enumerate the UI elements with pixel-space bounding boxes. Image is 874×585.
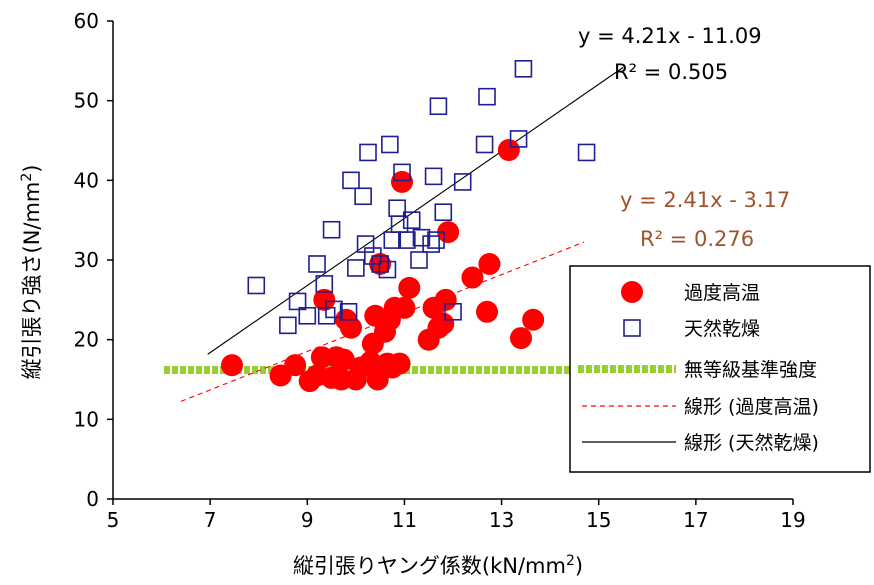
data-point-overheat (522, 308, 545, 331)
legend-label-trend-natural-dry: 線形 (天然乾燥) (684, 432, 819, 454)
data-point-overheat (437, 221, 460, 244)
data-point-overheat (393, 296, 416, 319)
x-tick-label: 13 (489, 508, 514, 532)
data-point-natural-dry (577, 143, 596, 162)
legend-item-overheat: 過度高温 (621, 281, 760, 304)
y-axis-title-close: ) (20, 164, 44, 172)
data-point-natural-dry (339, 302, 358, 321)
legend: 過度高温 天然乾燥 無等級基準強度 線形 (過度高温) 線形 (天然乾燥) (569, 265, 871, 473)
data-point-overheat (221, 354, 243, 377)
data-point-natural-dry (509, 130, 528, 148)
data-point-natural-dry (453, 173, 472, 191)
legend-item-trend-overheat: 線形 (過度高温) (582, 396, 819, 418)
y-tick-label: 0 (86, 487, 99, 511)
legend-label-reference: 無等級基準強度 (684, 359, 817, 381)
data-point-natural-dry (288, 292, 307, 311)
data-point-natural-dry (279, 316, 297, 335)
axes: 0 10 20 30 40 50 60 5 7 9 11 13 15 17 19 (74, 9, 806, 532)
data-point-natural-dry (478, 87, 496, 106)
data-point-natural-dry (378, 260, 397, 279)
data-point-natural-dry (427, 231, 445, 249)
data-point-natural-dry (412, 228, 431, 247)
data-point-overheat (313, 288, 336, 311)
data-point-natural-dry (383, 231, 402, 249)
data-point-overheat (332, 348, 355, 371)
data-point-natural-dry (342, 171, 360, 190)
data-point-natural-dry (308, 255, 326, 273)
data-point-overheat (340, 316, 362, 339)
data-point-natural-dry (424, 167, 443, 186)
x-tick-label: 9 (301, 508, 314, 532)
data-point-natural-dry (298, 306, 317, 325)
data-point-natural-dry (381, 135, 399, 154)
r2-natural-dry: R² = 0.505 (614, 60, 728, 84)
data-point-natural-dry (434, 203, 453, 221)
x-tick-label: 7 (204, 508, 217, 532)
x-tick-label: 17 (683, 508, 708, 532)
legend-marker-filled-circle (621, 281, 643, 303)
data-point-overheat (478, 252, 501, 275)
equation-natural-dry: y = 4.21x - 11.09 (578, 24, 762, 48)
data-point-natural-dry (325, 300, 343, 319)
data-point-overheat (461, 266, 484, 289)
y-axis-title: 縦引張り強さ(N/mm2) (19, 164, 44, 379)
y-axis-title-main: 縦引張り強さ(N/mm (20, 182, 44, 380)
y-tick-label: 30 (74, 248, 99, 272)
data-point-overheat (388, 352, 411, 375)
data-point-natural-dry (359, 143, 377, 162)
data-point-natural-dry (514, 59, 533, 78)
data-point-natural-dry (429, 97, 448, 116)
x-axis-title-sup: 2 (566, 553, 575, 569)
x-axis-title-main: 縦引張りヤング係数(kN/mm (293, 554, 566, 578)
x-tick-label: 5 (107, 508, 120, 532)
x-tick-label: 19 (780, 508, 805, 532)
y-axis-title-sup: 2 (19, 173, 35, 182)
data-point-natural-dry (315, 275, 334, 293)
data-point-natural-dry (475, 135, 494, 154)
legend-label-trend-overheat: 線形 (過度高温) (684, 396, 819, 418)
data-point-natural-dry (354, 187, 372, 206)
y-tick-label: 60 (74, 9, 99, 33)
legend-label-natural-dry: 天然乾燥 (684, 318, 760, 340)
data-point-overheat (476, 300, 498, 323)
data-point-natural-dry (444, 302, 462, 321)
data-point-natural-dry (393, 163, 411, 182)
data-point-overheat (434, 288, 457, 311)
y-tick-label: 20 (74, 328, 99, 352)
data-point-natural-dry (422, 235, 440, 253)
y-tick-label: 10 (74, 407, 99, 431)
x-tick-label: 15 (586, 508, 611, 532)
data-point-overheat (366, 368, 389, 391)
y-tick-label: 40 (74, 168, 99, 192)
data-point-natural-dry (247, 276, 266, 295)
data-point-overheat (398, 276, 421, 299)
legend-label-overheat: 過度高温 (684, 282, 760, 304)
legend-item-reference: 無等級基準強度 (578, 359, 817, 381)
r2-overheat: R² = 0.276 (640, 227, 754, 251)
x-axis-title: 縦引張りヤング係数(kN/mm2) (293, 553, 583, 578)
data-point-natural-dry (402, 211, 421, 229)
data-point-natural-dry (410, 251, 428, 269)
data-point-natural-dry (398, 231, 416, 249)
y-tick-label: 50 (74, 89, 99, 113)
data-point-natural-dry (347, 259, 365, 277)
equation-overheat: y = 2.41x - 3.17 (620, 188, 790, 212)
data-point-natural-dry (322, 220, 341, 239)
trendline-natural-dry (207, 67, 624, 355)
data-point-overheat (284, 354, 307, 377)
data-point-natural-dry (388, 199, 406, 218)
data-point-overheat (391, 170, 413, 193)
data-point-overheat (497, 139, 520, 162)
legend-item-natural-dry: 天然乾燥 (623, 318, 760, 340)
data-point-overheat (359, 350, 382, 373)
x-axis-title-close: ) (575, 554, 583, 578)
x-tick-label: 11 (392, 508, 417, 532)
legend-marker-open-square (623, 319, 641, 337)
data-point-overheat (432, 312, 455, 335)
plot-area (164, 59, 657, 402)
data-point-overheat (510, 327, 532, 350)
legend-item-trend-natural-dry: 線形 (天然乾燥) (582, 432, 819, 454)
